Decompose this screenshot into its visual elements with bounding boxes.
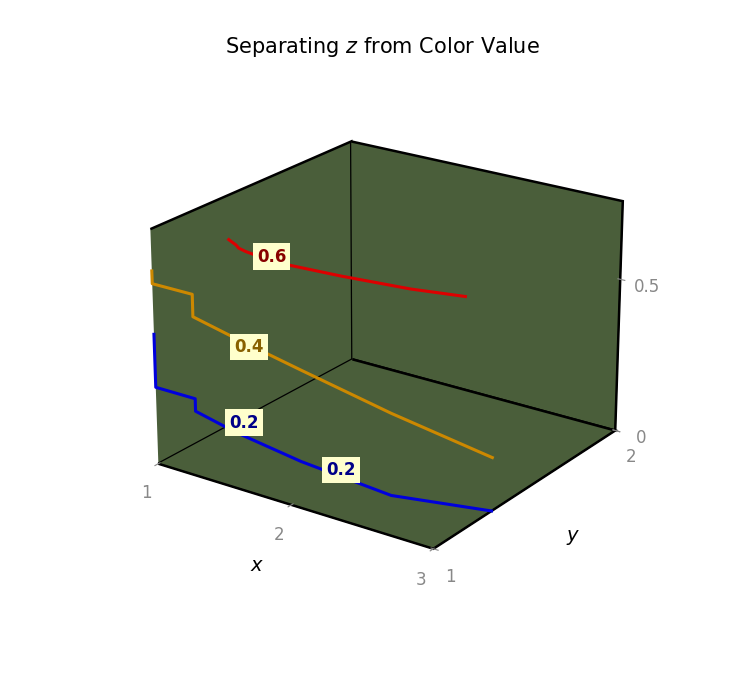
X-axis label: $x$: $x$ [249,556,264,575]
Title: Separating $z$ from Color Value: Separating $z$ from Color Value [226,35,540,59]
Y-axis label: $y$: $y$ [566,528,580,546]
